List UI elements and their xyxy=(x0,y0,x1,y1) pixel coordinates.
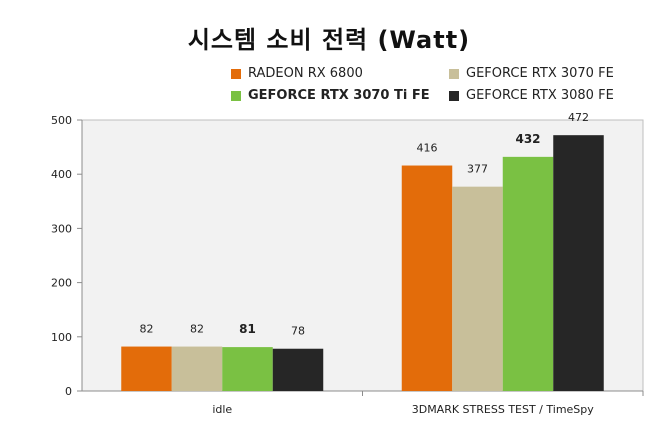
y-tick-label: 0 xyxy=(65,385,72,398)
data-label: 416 xyxy=(417,142,438,155)
bar xyxy=(222,347,273,391)
chart-title: 시스템 소비 전력 (Watt) xyxy=(187,26,471,54)
legend-item: GEFORCE RTX 3070 FE xyxy=(449,66,614,81)
legend-item: GEFORCE RTX 3070 Ti FE xyxy=(231,88,430,103)
bar xyxy=(452,186,503,391)
data-label: 472 xyxy=(568,111,589,124)
y-tick-label: 300 xyxy=(51,222,72,235)
x-category-label: idle xyxy=(212,403,232,416)
legend-label: GEFORCE RTX 3070 FE xyxy=(466,66,614,81)
data-label: 432 xyxy=(515,132,540,146)
data-label: 377 xyxy=(467,163,488,176)
legend-label: GEFORCE RTX 3070 Ti FE xyxy=(248,88,430,103)
bar xyxy=(121,346,172,391)
legend-swatch xyxy=(231,90,241,101)
y-tick-label: 500 xyxy=(51,114,72,127)
legend-label: RADEON RX 6800 xyxy=(248,66,363,81)
bar xyxy=(553,135,604,391)
y-tick-label: 200 xyxy=(51,277,72,290)
data-label: 82 xyxy=(190,323,204,336)
data-label: 81 xyxy=(239,322,256,336)
bar xyxy=(272,348,324,391)
legend: RADEON RX 6800 GEFORCE RTX 3070 FE GEFORCE… xyxy=(0,0,658,110)
data-label: 78 xyxy=(291,325,305,338)
legend-item: RADEON RX 6800 xyxy=(231,66,363,81)
legend-swatch xyxy=(231,68,241,79)
legend-swatch xyxy=(449,68,459,79)
bar xyxy=(401,165,453,391)
bar xyxy=(502,156,554,391)
y-tick-label: 400 xyxy=(51,168,72,181)
data-label: 82 xyxy=(140,323,154,336)
legend-label: GEFORCE RTX 3080 FE xyxy=(466,88,614,103)
legend-item: GEFORCE RTX 3080 FE xyxy=(449,88,614,103)
bar xyxy=(171,346,223,391)
x-category-label: 3DMARK STRESS TEST / TimeSpy xyxy=(412,403,595,416)
legend-swatch xyxy=(449,90,459,101)
y-tick-label: 100 xyxy=(51,331,72,344)
